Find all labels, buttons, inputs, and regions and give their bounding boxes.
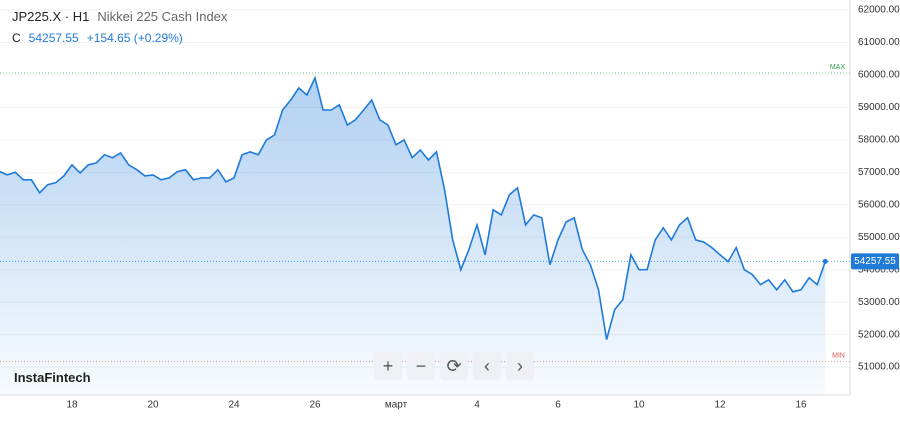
x-tick-label: 26 — [309, 400, 321, 411]
zoom-in[interactable]: + — [374, 352, 402, 380]
y-tick-label: 54000.00 — [858, 264, 900, 275]
price-badge-label: 54257.55 — [854, 256, 896, 267]
x-tick-label: 18 — [66, 400, 78, 411]
close-price: 54257.55 — [28, 31, 79, 45]
brand: InstaFintech — [14, 370, 91, 385]
x-tick-label: 10 — [633, 400, 645, 411]
price-line — [0, 75, 827, 340]
y-tick-label: 62000.00 — [858, 5, 900, 16]
y-tick-label: 52000.00 — [858, 329, 900, 340]
area-fill — [0, 77, 826, 395]
x-tick-label: 6 — [555, 400, 561, 411]
zoom-out[interactable]: − — [407, 352, 435, 380]
x-tick-label: март — [385, 400, 408, 411]
toolbar: + − ⟳ ‹ › — [374, 352, 534, 380]
x-tick-label: 12 — [714, 400, 726, 411]
close-label: C — [12, 31, 21, 45]
x-tick-label: 20 — [147, 400, 159, 411]
y-tick-label: 56000.00 — [858, 199, 900, 210]
scroll-right[interactable]: › — [506, 352, 534, 380]
x-tick-label: 16 — [795, 400, 807, 411]
y-tick-label: 59000.00 — [858, 102, 900, 113]
x-tick-label: 4 — [474, 400, 480, 411]
y-tick-label: 60000.00 — [858, 70, 900, 81]
y-tick-label: 61000.00 — [858, 37, 900, 48]
reset[interactable]: ⟳ — [440, 352, 468, 380]
price-row: C 54257.55 +154.65 (+0.29%) — [12, 31, 191, 45]
header-row: JP225.X · H1 Nikkei 225 Cash Index — [12, 9, 235, 24]
y-tick-label: 58000.00 — [858, 135, 900, 146]
x-tick-label: 24 — [228, 400, 240, 411]
last-point — [822, 258, 828, 264]
price-change: +154.65 (+0.29%) — [86, 31, 183, 45]
ref-label: MIN — [832, 352, 845, 359]
price-badge — [851, 253, 899, 270]
index-name: Nikkei 225 Cash Index — [97, 9, 228, 24]
y-tick-label: 53000.00 — [858, 297, 900, 308]
scroll-left[interactable]: ‹ — [473, 352, 501, 380]
y-tick-label: 55000.00 — [858, 232, 900, 243]
y-tick-label: 51000.00 — [858, 362, 900, 373]
ref-label: MAX — [830, 64, 846, 71]
y-tick-label: 57000.00 — [858, 167, 900, 178]
symbol: JP225.X · H1 — [12, 9, 90, 24]
